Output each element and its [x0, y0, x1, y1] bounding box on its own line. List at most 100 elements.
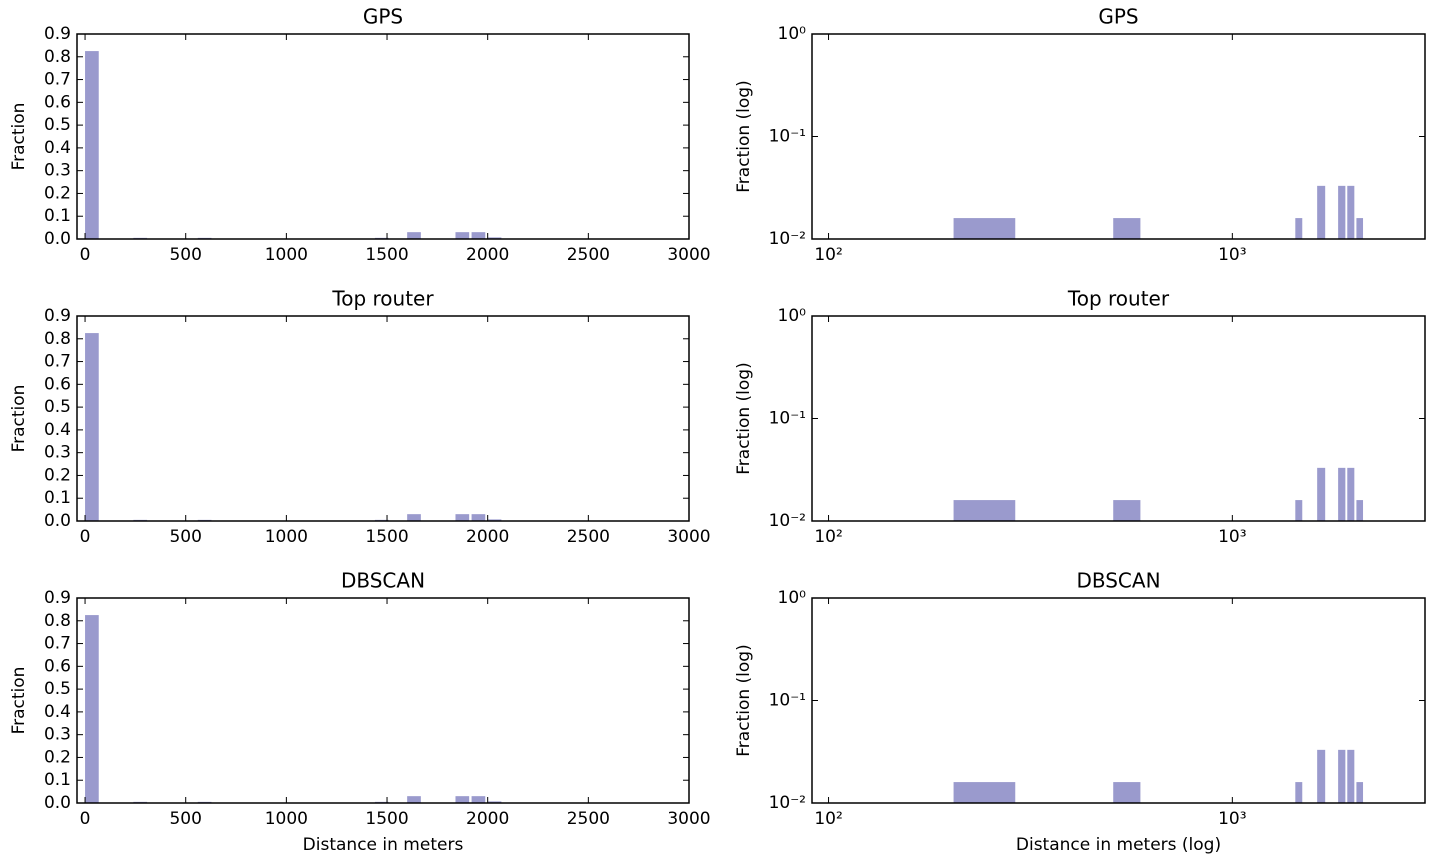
y-tick-label: 0.7 [44, 634, 71, 654]
x-tick-label: 0 [80, 809, 91, 829]
x-tick-label: 2000 [466, 809, 509, 829]
bar [455, 232, 470, 239]
y-tick-label: 0.9 [44, 588, 71, 608]
y-tick-label: 0.1 [44, 206, 71, 226]
bar [1347, 467, 1355, 521]
y-axis-label: Fraction [9, 385, 29, 453]
y-tick-label: 0.9 [44, 24, 71, 44]
y-tick-label: 10⁻² [769, 511, 806, 531]
bar [407, 796, 421, 803]
y-tick-label: 0.2 [44, 465, 71, 485]
bar [1113, 500, 1141, 521]
y-tick-label: 10⁰ [778, 588, 807, 608]
bar [953, 218, 1016, 239]
y-axis-label: Fraction (log) [734, 80, 754, 192]
bar [487, 519, 502, 521]
bar [1356, 782, 1364, 803]
x-tick-label: 10³ [1218, 245, 1246, 265]
axes-frame [811, 597, 1426, 804]
y-tick-label: 0.6 [44, 656, 71, 676]
bar [1317, 185, 1326, 239]
y-tick-label: 0.0 [44, 793, 71, 813]
y-tick-label: 0.6 [44, 92, 71, 112]
y-tick-label: 0.3 [44, 161, 71, 181]
y-axis-label: Fraction (log) [734, 644, 754, 756]
bar [1295, 218, 1303, 239]
x-tick-label: 500 [169, 809, 201, 829]
y-tick-label: 10⁻² [769, 229, 806, 249]
x-tick-label: 2000 [466, 527, 509, 547]
bar [1347, 749, 1355, 803]
x-tick-label: 10³ [1218, 809, 1246, 829]
x-tick-label: 1500 [365, 527, 408, 547]
x-tick-label: 10² [814, 245, 842, 265]
bar [1317, 467, 1326, 521]
bar [85, 615, 99, 803]
bar [1356, 218, 1364, 239]
bar [455, 796, 470, 803]
bar [487, 237, 502, 239]
y-tick-label: 0.1 [44, 488, 71, 508]
x-tick-label: 1000 [265, 527, 308, 547]
axes-frame [811, 33, 1426, 240]
bar [1295, 500, 1303, 521]
y-tick-label: 0.5 [44, 115, 71, 135]
bar [1317, 749, 1326, 803]
chart-title: GPS [363, 5, 403, 29]
axes-frame [76, 597, 690, 804]
chart-title: DBSCAN [1076, 569, 1160, 593]
bar [471, 232, 486, 239]
y-tick-label: 0.7 [44, 352, 71, 372]
x-tick-label: 2500 [567, 245, 610, 265]
chart-title: DBSCAN [341, 569, 425, 593]
axes-frame [76, 315, 690, 522]
x-tick-label: 1500 [365, 245, 408, 265]
chart-title: Top router [1067, 287, 1170, 311]
y-tick-label: 0.0 [44, 229, 71, 249]
y-tick-label: 0.8 [44, 47, 71, 67]
bar [1356, 500, 1364, 521]
y-tick-label: 0.0 [44, 511, 71, 531]
y-tick-label: 10⁰ [778, 306, 807, 326]
y-tick-label: 0.4 [44, 138, 71, 158]
bar [1347, 185, 1355, 239]
bar [85, 333, 99, 521]
y-tick-label: 0.8 [44, 329, 71, 349]
chart-title: GPS [1098, 5, 1138, 29]
bar [487, 801, 502, 803]
y-tick-label: 0.4 [44, 702, 71, 722]
bar [953, 782, 1016, 803]
x-tick-label: 1000 [265, 245, 308, 265]
y-tick-label: 10⁰ [778, 24, 807, 44]
y-tick-label: 0.5 [44, 679, 71, 699]
y-tick-label: 0.3 [44, 725, 71, 745]
bar [455, 514, 470, 521]
x-tick-label: 0 [80, 527, 91, 547]
x-tick-label: 1500 [365, 809, 408, 829]
axes-frame [76, 33, 690, 240]
x-tick-label: 2500 [567, 809, 610, 829]
bar [1338, 185, 1346, 239]
y-tick-label: 0.3 [44, 443, 71, 463]
x-tick-label: 0 [80, 245, 91, 265]
bar [407, 514, 421, 521]
y-tick-label: 0.5 [44, 397, 71, 417]
x-tick-label: 3000 [667, 527, 710, 547]
x-tick-label: 10³ [1218, 527, 1246, 547]
bar [1113, 218, 1141, 239]
y-tick-label: 0.4 [44, 420, 71, 440]
x-tick-label: 10² [814, 527, 842, 547]
x-axis-label: Distance in meters [303, 835, 464, 855]
bar [407, 232, 421, 239]
bar [85, 51, 99, 240]
bar [471, 796, 486, 803]
y-tick-label: 10⁻¹ [769, 127, 806, 147]
bar [471, 514, 486, 521]
y-tick-label: 10⁻² [769, 793, 806, 813]
bar [1295, 782, 1303, 803]
y-tick-label: 0.8 [44, 611, 71, 631]
y-axis-label: Fraction [9, 667, 29, 735]
x-tick-label: 10² [814, 809, 842, 829]
chart-title: Top router [331, 287, 434, 311]
